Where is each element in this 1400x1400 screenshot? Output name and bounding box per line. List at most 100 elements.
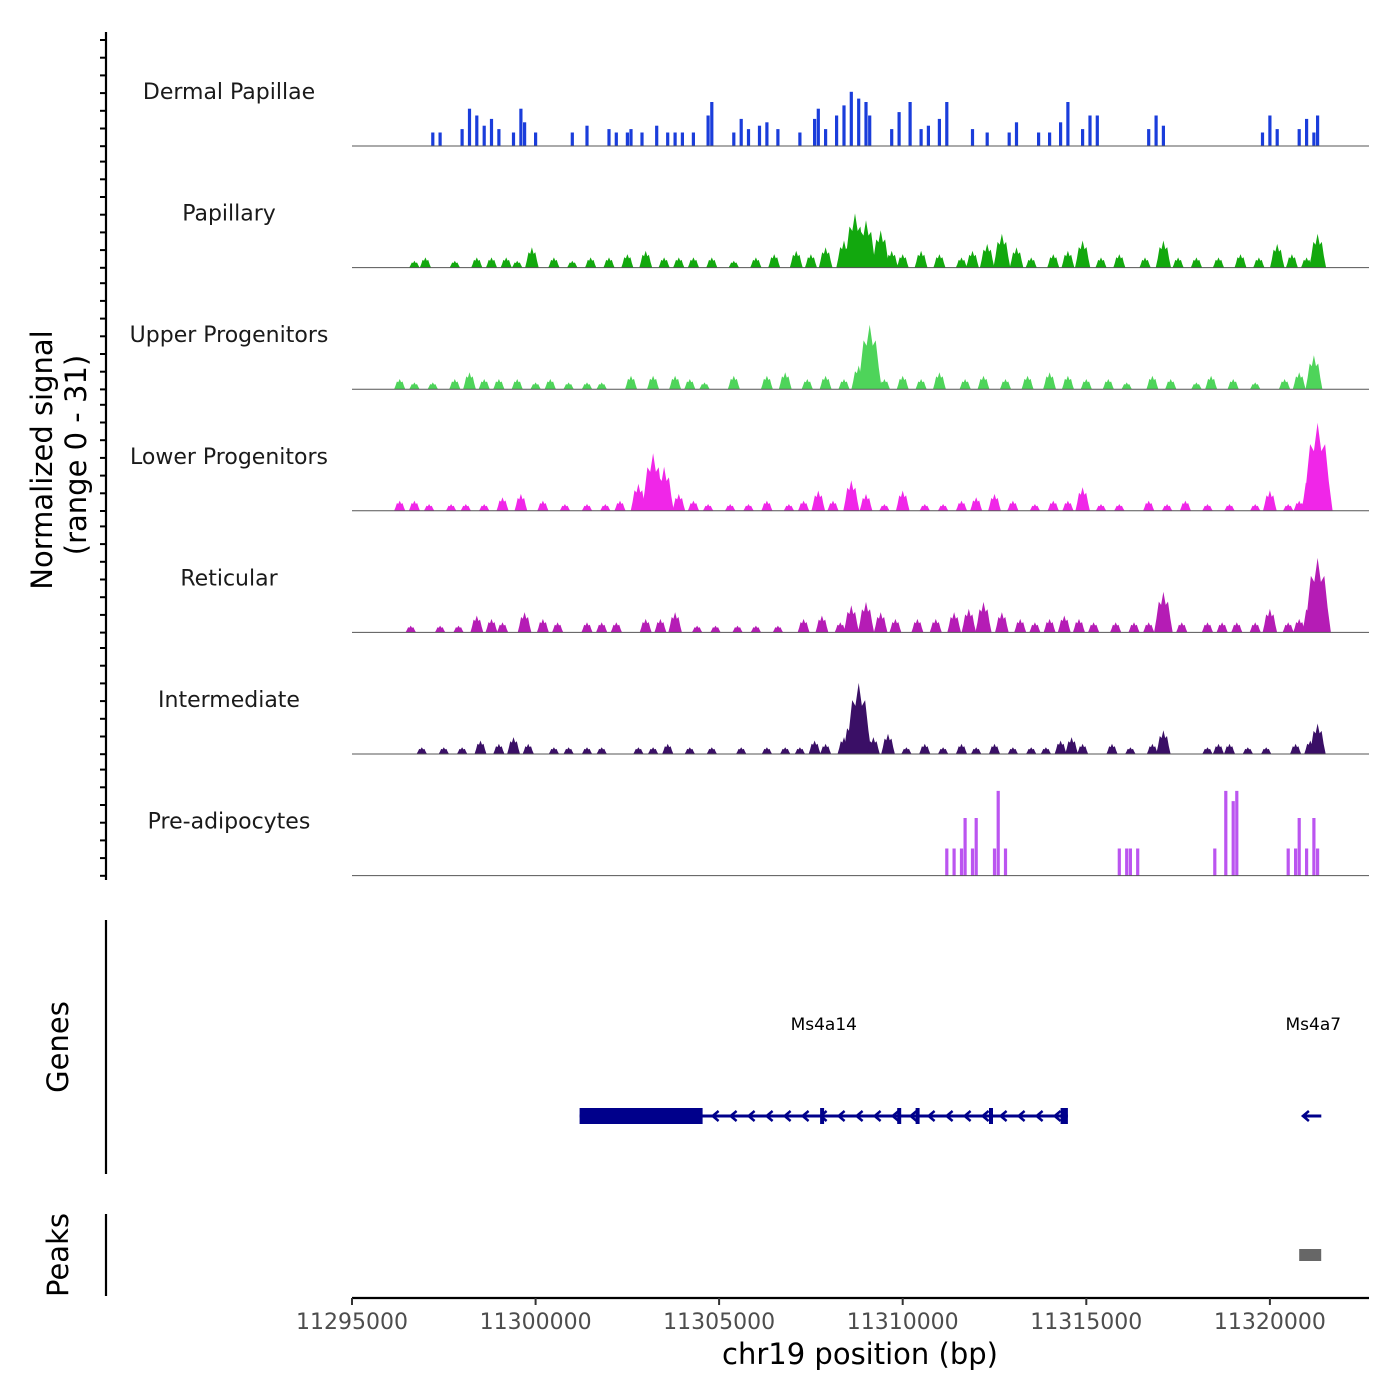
signal-peak [859, 493, 873, 511]
signal-peak [559, 504, 571, 511]
signal-peak [1155, 240, 1171, 268]
signal-peak [896, 375, 909, 390]
signal-peak [772, 625, 784, 633]
signal-peak [666, 132, 670, 146]
signal-peak [1268, 115, 1272, 146]
signal-peak [449, 379, 461, 390]
track-label: Reticular [180, 566, 278, 591]
signal-peak [600, 504, 611, 511]
signal-peak [496, 622, 509, 633]
signal-peak [868, 115, 872, 146]
x-tick-label: 11300000 [480, 1310, 592, 1335]
signal-peak [857, 324, 882, 390]
signal-peak [970, 129, 975, 146]
signal-peak [1146, 375, 1159, 390]
signal-peak [1128, 622, 1140, 633]
track-label: Upper Progenitors [130, 323, 329, 348]
signal-peak [808, 740, 821, 754]
signal-peak [732, 625, 743, 633]
signal-peak [1139, 257, 1151, 268]
signal-peak [1224, 790, 1228, 876]
signal-peak [603, 257, 615, 268]
signal-peak [610, 622, 622, 633]
signal-peak [1165, 379, 1177, 390]
signal-peak [966, 250, 979, 268]
signal-peak [460, 504, 471, 511]
signal-peak [585, 257, 597, 268]
strand-arrow [1016, 1110, 1026, 1122]
signal-peak [955, 257, 968, 268]
signal-peak [511, 132, 516, 146]
signal-peak [1213, 848, 1217, 876]
signal-peak [668, 612, 682, 633]
signal-peak [1136, 848, 1140, 876]
signal-peak [1285, 254, 1298, 268]
track-reticular: Reticular [180, 557, 1369, 633]
signal-peak [585, 125, 589, 146]
signal-peak [750, 625, 762, 633]
signal-peak [1072, 618, 1085, 633]
signal-peak [1048, 132, 1052, 146]
signal-peak [975, 601, 992, 633]
signal-peak [1312, 132, 1316, 146]
signal-peak [1305, 355, 1323, 390]
signal-peak [1309, 723, 1326, 754]
strand-arrow [854, 1110, 864, 1122]
signal-peak [630, 483, 646, 511]
gene-exon [915, 1108, 920, 1124]
signal-peak [1066, 102, 1070, 146]
signal-peak [1262, 608, 1278, 633]
signal-peak [963, 818, 967, 876]
signal-peak [423, 504, 435, 511]
signal-peak [654, 466, 674, 511]
signal-peak [1154, 115, 1158, 146]
signal-peak [581, 622, 593, 633]
strand-arrow [728, 1110, 738, 1122]
signal-peak [456, 747, 468, 754]
signal-peak [408, 500, 420, 511]
signal-peak [937, 504, 949, 511]
signal-peak [736, 747, 747, 754]
strand-arrow [818, 1110, 828, 1122]
signal-peak [449, 260, 460, 268]
signal-peak [489, 118, 494, 146]
signal-peak [999, 379, 1012, 390]
signal-peak [1231, 801, 1235, 876]
signal-peak [1117, 848, 1121, 876]
track-label: Pre-adipocytes [148, 810, 311, 835]
signal-peak [581, 747, 593, 754]
signal-peak [1088, 115, 1092, 146]
signal-peak [567, 260, 578, 268]
signal-peak [761, 747, 773, 754]
signal-peak [929, 618, 942, 633]
signal-peak [824, 129, 828, 146]
signal-peak [961, 608, 977, 633]
signal-peak [864, 102, 868, 146]
signal-peak [1113, 254, 1126, 268]
signal-peak [1156, 730, 1171, 754]
signal-peak [581, 382, 593, 390]
signal-peak [1128, 848, 1132, 876]
signal-peak [765, 122, 769, 146]
genes-track-title: Genes [41, 1001, 75, 1093]
signal-peak [780, 747, 791, 754]
signal-peak [525, 247, 539, 268]
signal-peak [970, 497, 983, 511]
signal-peak [1235, 790, 1239, 876]
signal-peak [1029, 622, 1041, 633]
signal-peak [478, 379, 490, 390]
signal-peak [797, 618, 810, 633]
signal-peak [1095, 115, 1099, 146]
signal-peak [1261, 747, 1272, 754]
signal-peak [1161, 504, 1173, 511]
signal-peak [438, 747, 449, 754]
signal-peak [639, 250, 653, 268]
signal-peak [691, 132, 695, 146]
strand-arrow [944, 1110, 954, 1122]
signal-peak [855, 220, 877, 268]
gene-exon [989, 1108, 993, 1124]
signal-peak [842, 105, 846, 146]
signal-peak [662, 743, 674, 754]
signal-peak [1161, 125, 1165, 146]
strand-arrow [782, 1110, 792, 1122]
